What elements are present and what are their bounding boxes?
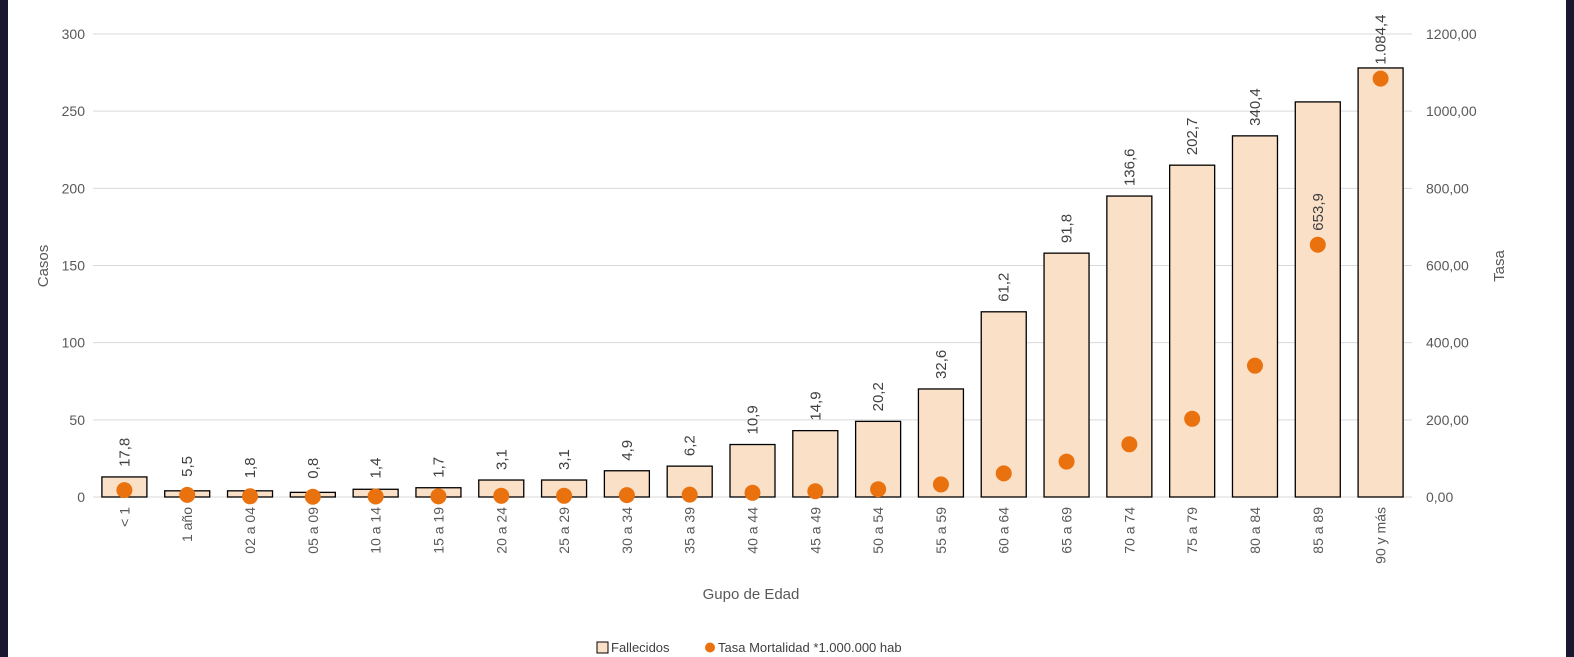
x-tick-label: 40 a 44 (745, 507, 761, 554)
rate-data-label: 3,1 (556, 449, 573, 470)
rate-point (367, 488, 384, 505)
bars (101, 67, 1404, 498)
rate-data-label: 1,8 (242, 457, 259, 478)
rate-point (1246, 357, 1263, 374)
rate-point (618, 487, 635, 504)
legend-swatch-fallecidos (596, 641, 609, 654)
rate-data-label: 340,4 (1247, 88, 1264, 126)
rate-point (681, 486, 698, 503)
y-axis-right: 0,00 200,00 400,00 600,00 800,00 1000,00 1200,… (1426, 26, 1477, 505)
x-tick-label: 90 y más (1373, 507, 1389, 564)
x-tick-label: 75 a 79 (1184, 507, 1200, 554)
legend-swatch-tasa (705, 642, 715, 653)
rate-data-label: 91,8 (1059, 214, 1076, 243)
x-tick-label: 45 a 49 (807, 507, 823, 554)
rate-point (1184, 410, 1201, 427)
rate-point (932, 476, 949, 493)
rate-data-label: 10,9 (745, 405, 762, 434)
chart-frame: 17,8 5,5 1,8 0,8 1,4 1,7 3,1 3,1 4,9 6,2 10,9 14,9 2… (8, 0, 1566, 657)
data-labels: 17,8 5,5 1,8 0,8 1,4 1,7 3,1 3,1 4,9 6,2 10,9 14,9 2… (116, 15, 1389, 479)
rate-point (1372, 70, 1389, 87)
rate-point (179, 486, 196, 503)
y-tick-label: 100 (62, 335, 86, 351)
rate-point (995, 465, 1012, 482)
rate-point (1309, 236, 1326, 253)
y-tick-label: 200 (62, 180, 86, 196)
rate-data-label: 20,2 (870, 382, 887, 411)
legend-label-fallecidos: Fallecidos (611, 640, 670, 655)
x-tick-label: 65 a 69 (1059, 507, 1075, 554)
y2-tick-label: 0,00 (1426, 489, 1453, 505)
x-tick-label: 15 a 19 (430, 507, 446, 554)
x-tick-label: 35 a 39 (682, 507, 698, 554)
rate-data-label: 1,4 (368, 458, 385, 479)
rate-points (116, 70, 1389, 505)
rate-data-label: 5,5 (179, 456, 196, 477)
gridlines (93, 33, 1412, 498)
rate-data-label: 17,8 (116, 438, 133, 467)
rate-data-label: 136,6 (1121, 149, 1138, 187)
legend-label-tasa: Tasa Mortalidad *1.000.000 hab (718, 640, 902, 655)
y-tick-label: 250 (62, 103, 86, 119)
rate-data-label: 14,9 (807, 391, 824, 420)
y-tick-label: 50 (69, 412, 85, 428)
x-tick-label: 10 a 14 (368, 507, 384, 554)
x-tick-label: < 1 (116, 507, 132, 527)
x-tick-label: 02 a 04 (242, 507, 258, 554)
y2-tick-label: 1200,00 (1426, 26, 1477, 42)
x-axis-title: Gupo de Edad (703, 586, 800, 603)
bar-fallecidos (1169, 164, 1216, 498)
x-tick-label: 25 a 29 (556, 507, 572, 554)
y-tick-label: 150 (62, 258, 86, 274)
x-tick-label: 60 a 64 (996, 507, 1012, 554)
x-tick-label: 70 a 74 (1121, 507, 1137, 554)
rate-data-label: 4,9 (619, 440, 636, 461)
rate-point (1121, 436, 1138, 453)
rate-point (1058, 453, 1075, 470)
bar-fallecidos (1294, 101, 1341, 498)
x-axis: < 1 1 año 02 a 04 05 a 09 10 a 14 15 a 19 20 a… (116, 507, 1388, 564)
y-axis-title: Casos (35, 245, 52, 288)
y-tick-label: 300 (62, 26, 86, 42)
y2-tick-label: 1000,00 (1426, 103, 1477, 119)
rate-data-label: 1,7 (430, 457, 447, 478)
rate-point (807, 483, 824, 500)
rate-point (304, 488, 321, 505)
rate-data-label: 202,7 (1184, 118, 1201, 156)
rate-point (242, 488, 259, 505)
rate-point (870, 481, 887, 498)
x-tick-label: 50 a 54 (870, 507, 886, 554)
rate-data-label: 32,6 (933, 350, 950, 379)
x-tick-label: 30 a 34 (619, 507, 635, 554)
rate-point (116, 482, 133, 499)
x-tick-label: 20 a 24 (493, 507, 509, 554)
bar-fallecidos (1231, 135, 1279, 498)
rate-point (493, 487, 510, 504)
y2-tick-label: 800,00 (1426, 180, 1469, 196)
chart: 17,8 5,5 1,8 0,8 1,4 1,7 3,1 3,1 4,9 6,2 10,9 14,9 2… (35, 15, 1508, 655)
y-tick-label: 0 (77, 489, 85, 505)
rate-point (556, 487, 573, 504)
y-axis-left: 0 50 100 150 200 250 300 (62, 26, 86, 505)
y2-axis-title: Tasa (1491, 250, 1508, 282)
y2-tick-label: 400,00 (1426, 335, 1469, 351)
rate-point (430, 488, 447, 505)
x-tick-label: 05 a 09 (305, 507, 321, 554)
legend: Fallecidos Tasa Mortalidad *1.000.000 ha… (596, 640, 902, 655)
rate-point (744, 484, 761, 501)
rate-data-label: 6,2 (682, 435, 699, 456)
x-tick-label: 80 a 84 (1247, 507, 1263, 554)
x-tick-label: 55 a 59 (933, 507, 949, 554)
x-tick-label: 85 a 89 (1310, 507, 1326, 554)
rate-data-label: 0,8 (305, 458, 322, 479)
bar-fallecidos (1357, 67, 1404, 498)
rate-data-label: 3,1 (493, 449, 510, 470)
rate-data-label: 1.084,4 (1373, 15, 1390, 65)
x-tick-label: 1 año (179, 507, 195, 542)
y2-tick-label: 600,00 (1426, 258, 1469, 274)
rate-data-label: 653,9 (1310, 193, 1327, 231)
rate-data-label: 61,2 (996, 273, 1013, 302)
y2-tick-label: 200,00 (1426, 412, 1469, 428)
